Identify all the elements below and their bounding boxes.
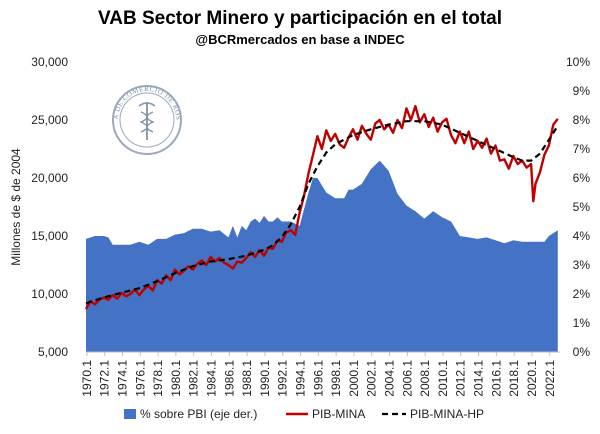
y-right-tick-label: 6% bbox=[573, 171, 591, 185]
x-tick-label: 1984.1 bbox=[205, 360, 219, 397]
x-tick-label: 2016.1 bbox=[489, 360, 503, 397]
x-tick-label: 1994.1 bbox=[294, 360, 308, 397]
x-tick-label: 2010.1 bbox=[436, 360, 450, 397]
line-series-pib-mina-hp bbox=[85, 120, 559, 305]
y-left-tick-label: 5,000 bbox=[38, 345, 68, 359]
x-tick-label: 2008.1 bbox=[418, 360, 432, 397]
x-tick-label: 1974.1 bbox=[115, 360, 129, 397]
chart-subtitle: @BCRmercados en base a INDEC bbox=[195, 32, 405, 47]
x-tick-label: 2018.1 bbox=[507, 360, 521, 397]
y-right-tick-label: 3% bbox=[573, 258, 591, 272]
y-right-tick-label: 9% bbox=[573, 84, 591, 98]
y-left-tick-label: 15,000 bbox=[31, 229, 68, 243]
y-left-tick-label: 10,000 bbox=[31, 287, 68, 301]
legend-label-pib-mina: PIB-MINA bbox=[312, 407, 365, 421]
x-tick-label: 2006.1 bbox=[400, 360, 414, 397]
y-right-tick-label: 10% bbox=[566, 55, 590, 69]
chart-title: VAB Sector Minero y participación en el … bbox=[98, 8, 502, 29]
x-tick-label: 1982.1 bbox=[187, 360, 201, 397]
area-series-pct-pbi bbox=[86, 160, 558, 352]
x-tick-label: 1970.1 bbox=[80, 360, 94, 397]
y-right-tick-label: 7% bbox=[573, 142, 591, 156]
y-right-tick-label: 4% bbox=[573, 229, 591, 243]
y-right-tick-label: 1% bbox=[573, 316, 591, 330]
x-tick-label: 2012.1 bbox=[454, 360, 468, 397]
x-tick-label: 2014.1 bbox=[472, 360, 486, 397]
axes-group: 5,000 10,000 15,000 20,000 25,000 30,000 0% 1% 2… bbox=[31, 55, 590, 397]
x-tick-label: 2004.1 bbox=[383, 360, 397, 397]
x-tick-label: 1988.1 bbox=[240, 360, 254, 397]
x-tick-label: 1976.1 bbox=[133, 360, 147, 397]
x-tick-label: 2000.1 bbox=[347, 360, 361, 397]
x-tick-label: 1996.1 bbox=[311, 360, 325, 397]
y-right-tick-label: 2% bbox=[573, 287, 591, 301]
x-tick-label: 1986.1 bbox=[222, 360, 236, 397]
x-tick-label: 2002.1 bbox=[365, 360, 379, 397]
line-series-group bbox=[84, 104, 559, 310]
area-series-group bbox=[86, 160, 558, 352]
x-tick-label: 1980.1 bbox=[169, 360, 183, 397]
legend-label-pib-mina-hp: PIB-MINA-HP bbox=[410, 407, 484, 421]
legend-label-area: % sobre PBI (eje der.) bbox=[140, 407, 257, 421]
x-tick-label: 2022.1 bbox=[543, 360, 557, 397]
x-tick-label: 1998.1 bbox=[329, 360, 343, 397]
y-right-tick-label: 5% bbox=[573, 200, 591, 214]
y-left-tick-label: 25,000 bbox=[31, 113, 68, 127]
y-right-tick-label: 0% bbox=[573, 345, 591, 359]
x-tick-label: 1978.1 bbox=[151, 360, 165, 397]
x-tick-label: 1972.1 bbox=[98, 360, 112, 397]
y-left-tick-label: 30,000 bbox=[31, 55, 68, 69]
y-left-tick-label: 20,000 bbox=[31, 171, 68, 185]
y-right-tick-label: 8% bbox=[573, 113, 591, 127]
x-tick-label: 1990.1 bbox=[258, 360, 272, 397]
x-tick-label: 1992.1 bbox=[276, 360, 290, 397]
y-axis-title: Millones de $ de 2004 bbox=[9, 148, 23, 266]
legend-swatch-area bbox=[124, 409, 136, 419]
legend: % sobre PBI (eje der.) PIB-MINA PIB-MINA-H… bbox=[124, 407, 484, 421]
x-tick-label: 2020.1 bbox=[525, 360, 539, 397]
